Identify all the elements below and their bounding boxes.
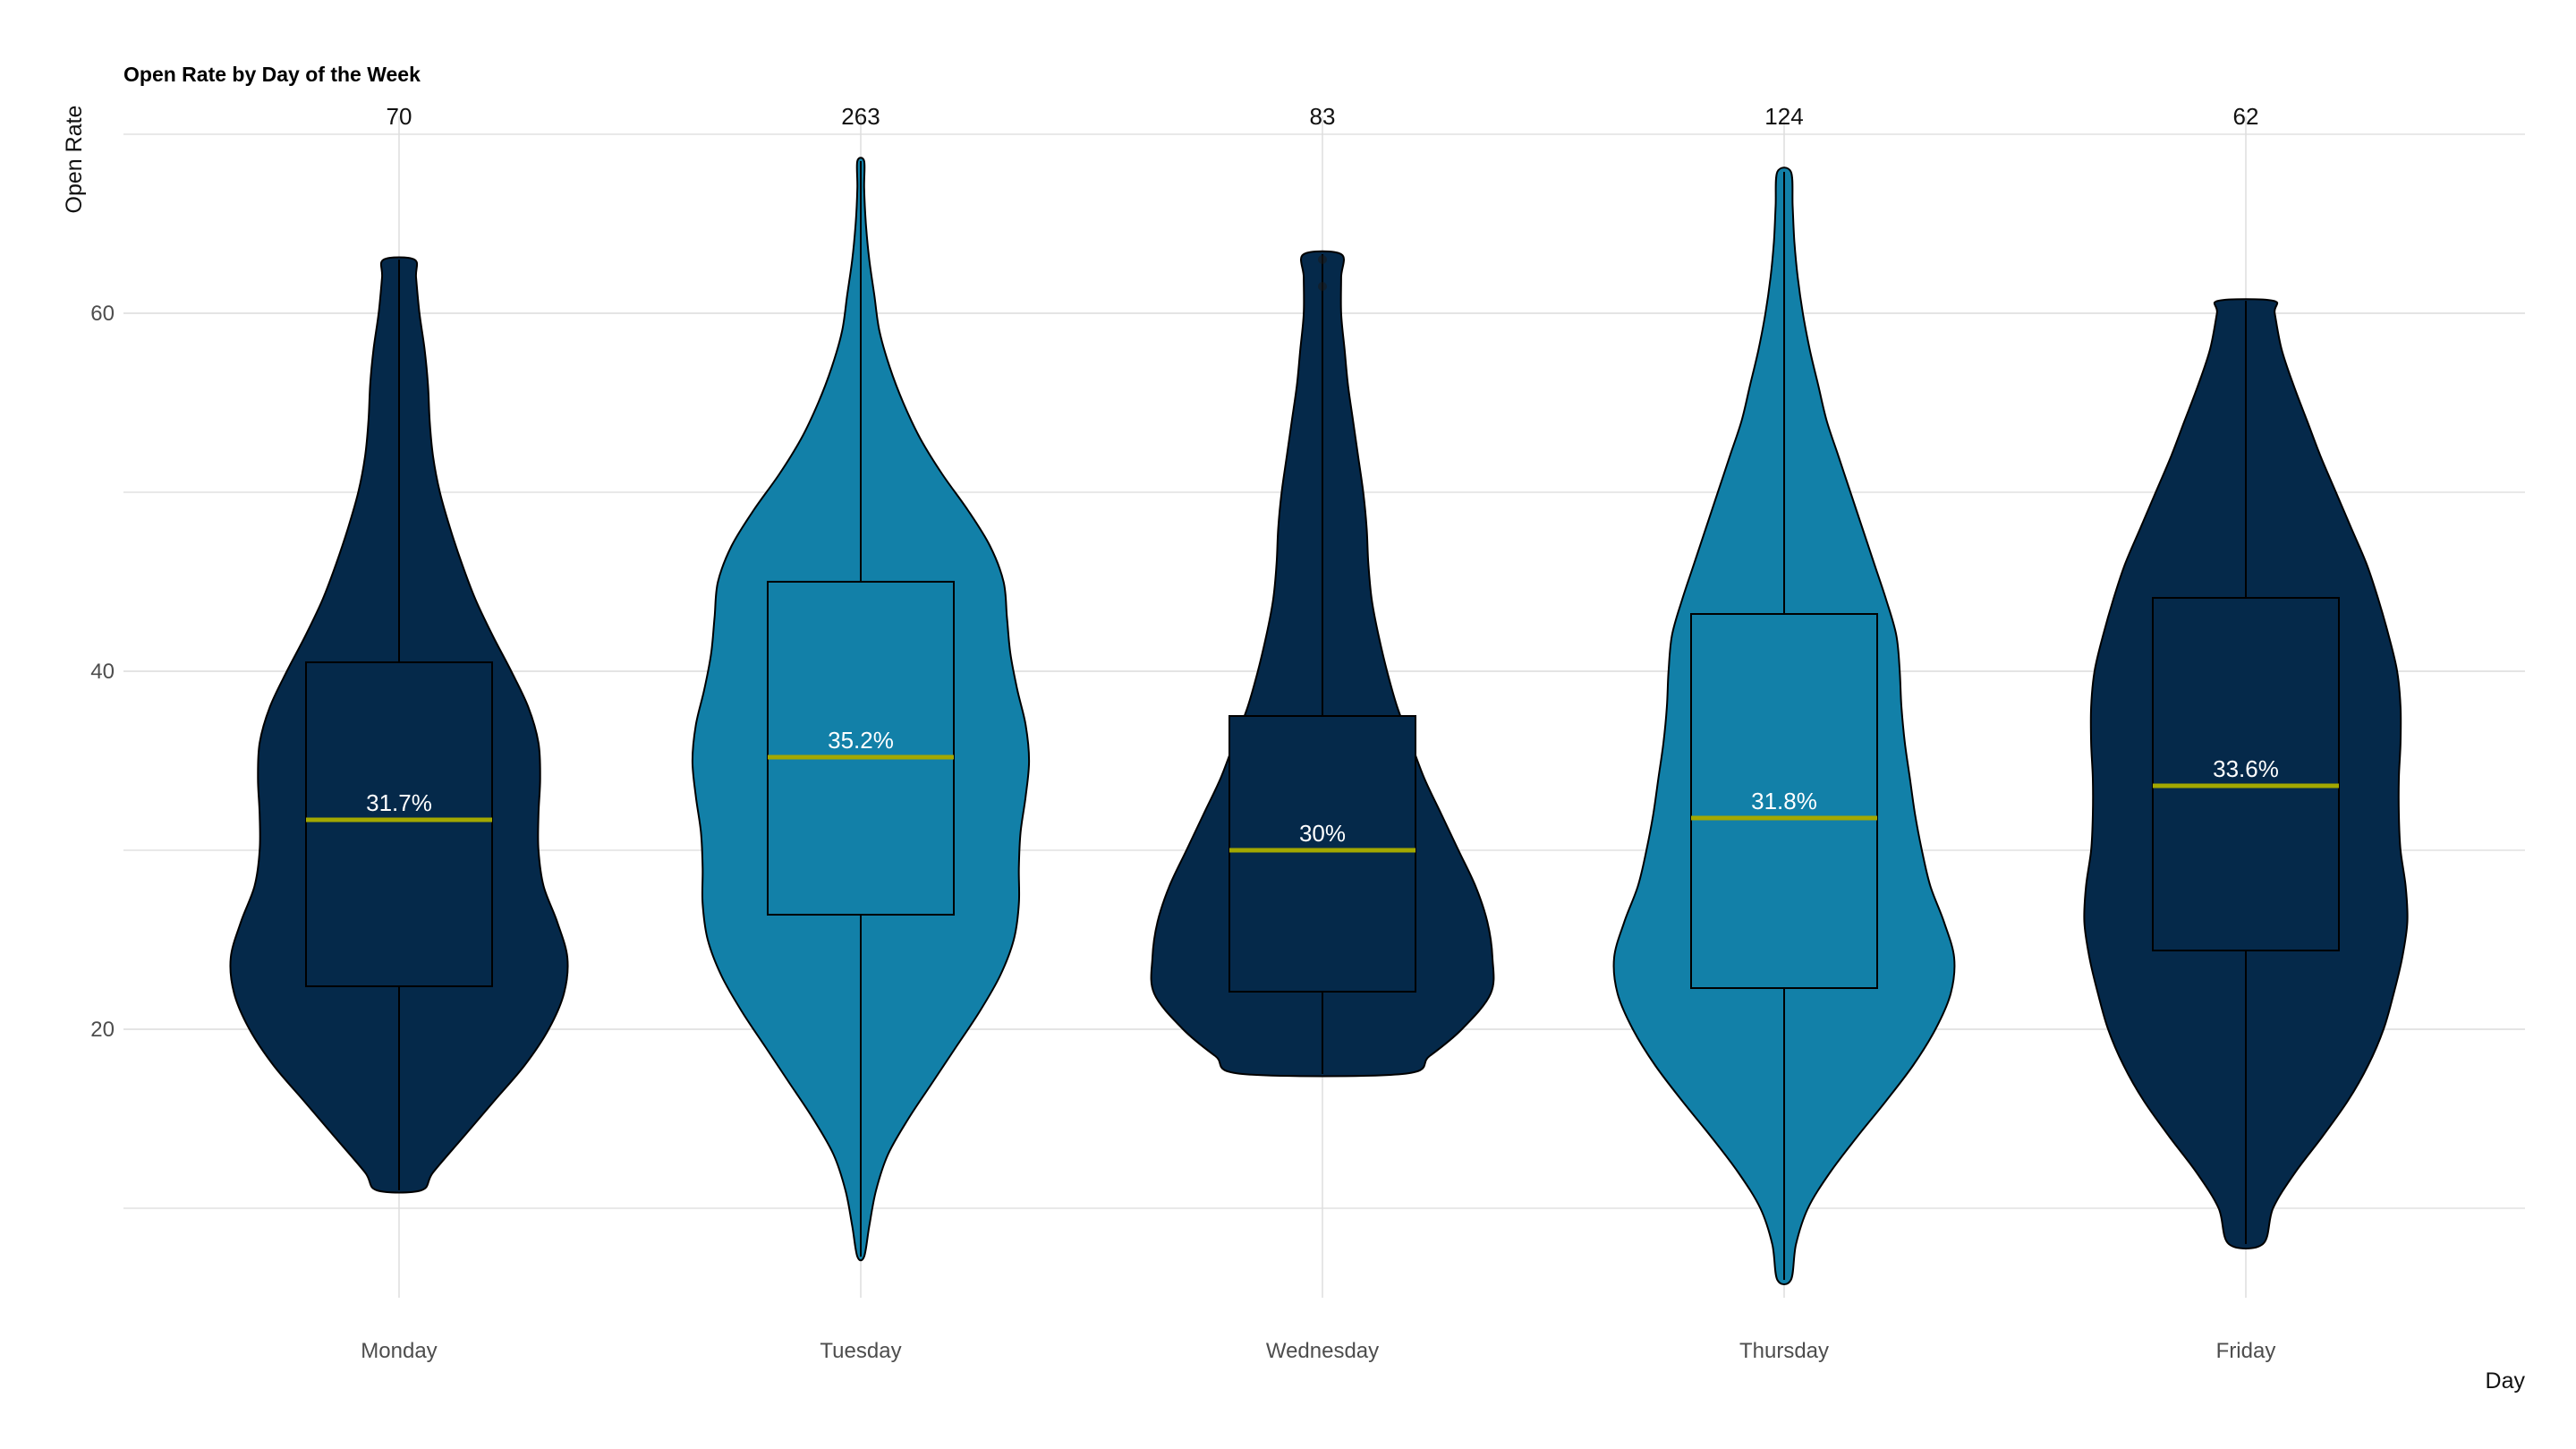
median-label: 30%	[1299, 820, 1346, 847]
median-label: 31.7%	[366, 789, 432, 816]
x-tick-label: Thursday	[1739, 1339, 1829, 1363]
y-tick-label: 40	[90, 660, 115, 684]
x-tick-label: Tuesday	[820, 1339, 901, 1363]
count-label: 124	[1764, 103, 1803, 130]
y-tick-label: 20	[90, 1018, 115, 1042]
iqr-box	[2152, 597, 2340, 951]
violin-group-wednesday: 30%	[1150, 250, 1495, 1078]
iqr-box	[1228, 715, 1416, 993]
median-label: 35.2%	[828, 727, 894, 754]
violin-group-monday: 31.7%	[229, 256, 569, 1194]
count-label: 62	[2233, 103, 2259, 130]
y-axis-title: Open Rate	[62, 106, 87, 214]
median-label: 31.8%	[1751, 788, 1817, 814]
count-labels: 70 263 83 124 62	[387, 103, 2259, 130]
iqr-box	[767, 581, 955, 916]
count-label: 263	[841, 103, 880, 130]
violin-group-thursday: 31.8%	[1612, 166, 1956, 1286]
x-axis-title: Day	[2486, 1368, 2526, 1394]
iqr-box	[1690, 613, 1878, 989]
median-label: 33.6%	[2213, 755, 2279, 782]
x-tick-label: Wednesday	[1266, 1339, 1379, 1363]
x-tick-label: Friday	[2216, 1339, 2276, 1363]
count-label: 70	[387, 103, 412, 130]
count-label: 83	[1310, 103, 1336, 130]
y-axis-ticks: 20 40 60	[90, 302, 115, 1042]
violin-group-friday: 33.6%	[2083, 298, 2409, 1250]
outlier-point	[1318, 255, 1327, 264]
x-axis-ticks: Monday Tuesday Wednesday Thursday Friday	[361, 1339, 2275, 1363]
outlier-point	[1318, 282, 1327, 291]
violin-layer: 31.7% 35.2% 30% 31.8% 33.6%	[229, 157, 2409, 1286]
iqr-box	[305, 661, 493, 987]
chart-title: Open Rate by Day of the Week	[123, 63, 421, 86]
y-tick-label: 60	[90, 302, 115, 326]
violin-group-tuesday: 35.2%	[691, 157, 1031, 1262]
x-tick-label: Monday	[361, 1339, 437, 1363]
